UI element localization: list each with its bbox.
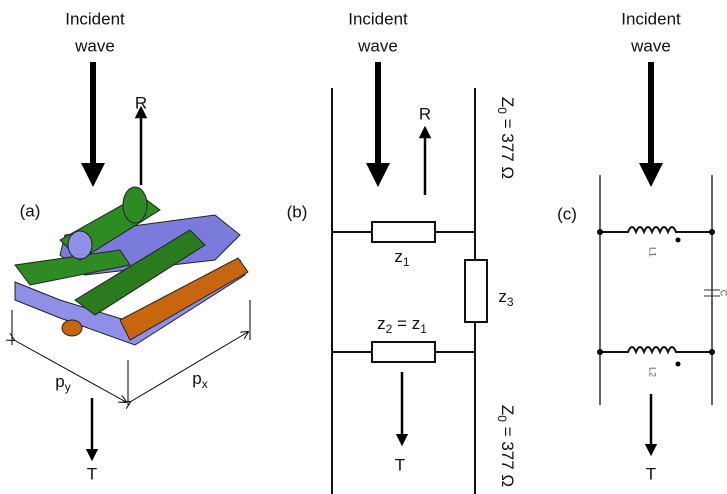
inductor-label: L2 [648,367,658,377]
reflected-label: R [135,93,147,112]
subscript: x [202,377,208,391]
incident-label: Incident [65,9,125,28]
node [597,349,603,355]
incident-label: Incident [348,9,408,28]
transmitted-label: T [646,464,656,483]
impedance [372,222,435,242]
panel-a: Incident wave R (a) py px T [12,9,250,483]
impedance-label: Z0 = 377 Ω [495,405,517,487]
symbol: Z [498,97,517,107]
inductor-label: L1 [648,247,658,257]
incident-label: wave [630,36,671,55]
impedance [372,342,435,362]
value: = 377 Ω [498,114,517,179]
value: = 377 Ω [498,422,517,487]
incident-label: wave [74,36,115,55]
inductor [600,347,712,352]
incident-label: Incident [621,9,681,28]
polarity-dot [676,238,681,243]
node [709,349,715,355]
z1-label: z1 [394,247,410,269]
panel-c: Incident wave (c) L1 L2 C T [557,9,727,483]
dimension-line [130,332,248,402]
symbol: z [498,287,507,306]
transmitted-label: T [395,455,405,474]
capacitor-label: C [719,290,727,297]
impedance [465,260,487,322]
node [597,229,603,235]
reflected-label: R [419,104,431,123]
period-y-label: py [55,372,70,394]
panel-label: (a) [20,201,41,220]
impedance-label: Z0 = 377 Ω [495,97,517,179]
panel-label: (b) [287,202,308,221]
symbol: p [192,369,201,388]
symbol: p [55,372,64,391]
metamaterial-cell [15,187,248,345]
equals: = [392,314,411,333]
subscript: y [65,380,71,394]
z3-label: z3 [498,287,514,309]
symbol: z [377,314,386,333]
figure: Incident wave R (a) py px T Incident wav… [0,0,727,494]
z2-label: z2 = z1 [377,314,427,336]
symbol: z [394,247,403,266]
panel-label: (c) [557,204,577,223]
transmitted-label: T [87,464,97,483]
period-x-label: px [192,369,207,391]
subscript: 1 [403,255,410,269]
incident-label: wave [357,36,398,55]
symbol: Z [498,405,517,415]
panel-b: Incident wave R (b) z1 z3 z2 = z1 T Z0 =… [287,9,517,494]
symbol: z [412,314,421,333]
subscript: 1 [420,322,427,336]
subscript: 3 [507,295,514,309]
inductor [600,227,712,232]
polarity-dot [676,362,681,367]
node [709,229,715,235]
